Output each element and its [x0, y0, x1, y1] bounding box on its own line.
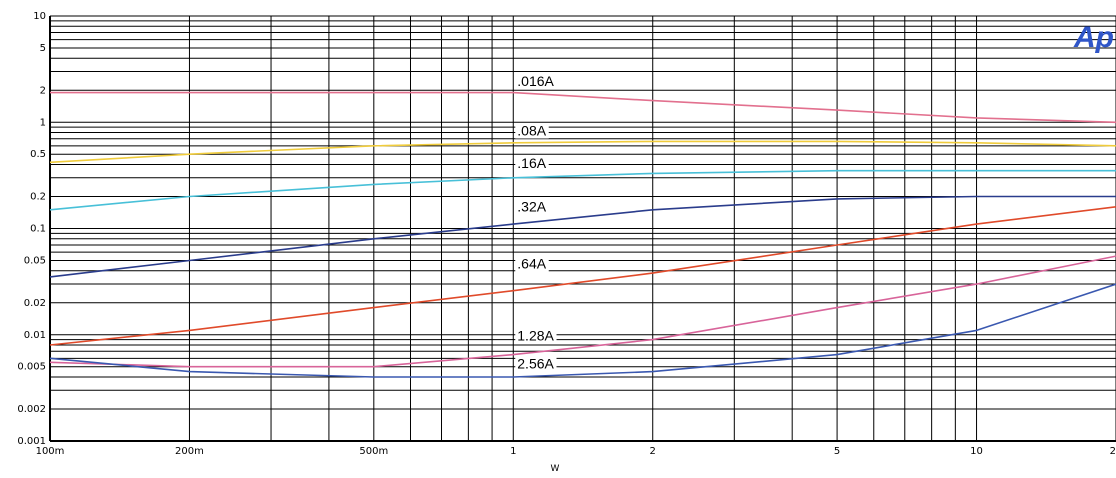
x-tick-label: 500m [359, 446, 388, 457]
series-line [49, 195, 1116, 278]
y-tick-label: 2 [40, 85, 46, 96]
tick-labels: 100m 200m 500m 1 2 5 10 20 10 5 2 1 0.5 0.2 0.1 0.05 0.0… [17, 11, 1116, 457]
x-axis-label: W [551, 464, 560, 474]
x-tick-label: 1 [510, 446, 516, 457]
y-tick-label: 0.05 [24, 255, 46, 266]
series-label-background [515, 328, 557, 344]
series-label-background [515, 199, 549, 215]
brand-logo-text: Ap [1073, 21, 1114, 54]
series-label-background [515, 256, 549, 272]
y-tick-label: 0.5 [30, 149, 46, 160]
series-label: .64A [517, 256, 546, 272]
x-tick-label: 200m [175, 446, 204, 457]
series-label: .08A [517, 123, 546, 139]
series-line [49, 206, 1116, 346]
y-tick-label: 0.001 [17, 436, 46, 447]
y-tick-label: 0.02 [24, 298, 46, 309]
series-line [49, 169, 1116, 211]
series-label: 2.56A [517, 356, 554, 372]
series-group [49, 91, 1116, 378]
y-tick-label: 0.2 [30, 192, 46, 203]
y-tick-label: 0.002 [17, 404, 46, 415]
series-label: .016A [517, 73, 554, 89]
y-tick-label: 1 [40, 117, 46, 128]
y-tick-label: 10 [33, 11, 46, 22]
series-label-background [515, 356, 557, 372]
y-tick-label: 0.01 [24, 330, 46, 341]
x-tick-label: 2 [650, 446, 656, 457]
x-tick-label: 10 [970, 446, 983, 457]
grid [49, 15, 1116, 442]
series-label: 1.28A [517, 328, 554, 344]
series-label-background [515, 123, 549, 139]
series-line [49, 255, 1116, 368]
series-labels: .016A .08A .16A .32A .64A 1.28A 2.56A [515, 73, 557, 372]
series-label-background [515, 156, 549, 172]
series-label: .32A [517, 198, 546, 214]
series-label: .16A [517, 155, 546, 171]
y-tick-label: 0.1 [30, 224, 46, 235]
series-line [50, 91, 1116, 124]
series-line [49, 140, 1116, 164]
y-tick-label: 0.005 [17, 362, 46, 373]
y-tick-label: 5 [40, 43, 46, 54]
x-tick-label: 20 [1110, 446, 1116, 457]
x-tick-label: 5 [834, 446, 840, 457]
series-label-background [515, 73, 557, 89]
x-tick-label: 100m [36, 446, 65, 457]
series-line [49, 283, 1116, 378]
